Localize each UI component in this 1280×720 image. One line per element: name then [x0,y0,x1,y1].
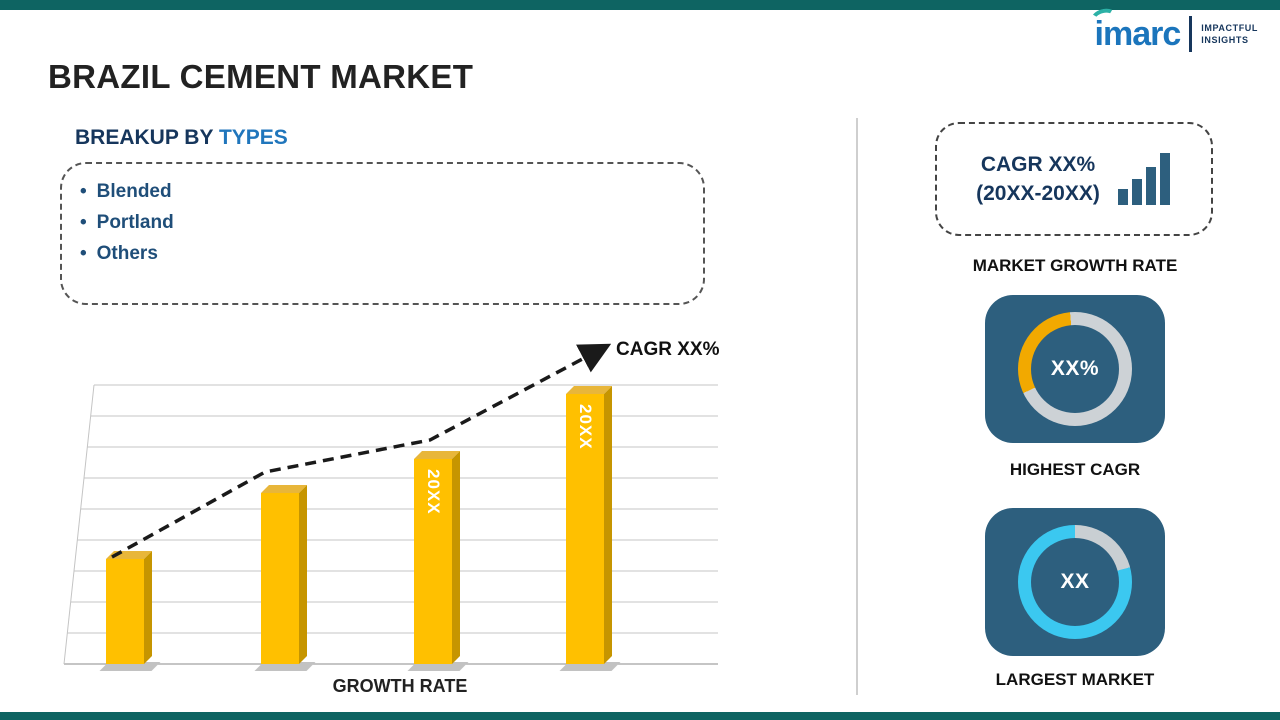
list-item-label: Others [96,243,158,264]
chart-bar [261,493,299,664]
imarc-logo: imarc IMPACTFUL INSIGHTS [1088,6,1258,53]
cagr-box-line2: (20XX-20XX) [976,182,1100,205]
bar-value-label: 20XX [576,404,595,450]
largest-market-label: LARGEST MARKET [995,670,1155,689]
donut-center-text: XX% [1031,325,1119,413]
top-accent-bar [0,0,1280,10]
cagr-box-text: CAGR XX% (20XX-20XX) [976,150,1100,209]
logo-tagline-line2: INSIGHTS [1201,35,1249,45]
vertical-divider [856,118,858,695]
market-growth-rate-label: MARKET GROWTH RATE [972,256,1178,275]
trend-cagr-label: CAGR XX% [616,339,720,360]
breakup-heading-highlight: TYPES [218,126,288,149]
cagr-box-line1: CAGR XX% [980,152,1096,176]
bar-chart-icon [1117,153,1170,205]
bar-value-label: 20XX [424,469,443,515]
chart-x-axis-label: GROWTH RATE [332,676,468,696]
chart-bar [106,559,144,664]
list-item: Others [80,238,703,269]
list-item-label: Blended [96,181,172,202]
largest-market-card: XX [985,508,1165,656]
donut-center-text: XX [1031,538,1119,626]
logo-tagline-line1: IMPACTFUL [1201,22,1258,33]
highest-cagr-card: XX% [985,295,1165,443]
growth-rate-bar-chart: 20XX 20XX CAGR XX% [60,335,740,685]
bottom-accent-bar [0,712,1280,720]
trend-arrow [111,343,612,559]
chart-bar: 20XX [414,459,452,664]
list-item-label: Portland [96,212,174,233]
breakup-heading-prefix: BREAKUP BY [75,126,219,149]
breakup-list: Blended Portland Others [62,176,703,269]
imarc-wordmark: imarc [1088,6,1182,53]
logo-brand-text: imarc [1094,15,1182,53]
list-item: Blended [80,176,703,207]
logo-tagline: IMPACTFUL INSIGHTS [1201,22,1258,46]
highest-cagr-label: HIGHEST CAGR [1009,460,1141,479]
page-title: BRAZIL CEMENT MARKET [48,58,474,95]
highest-cagr-donut: XX% [1018,312,1132,426]
list-item: Portland [80,207,703,238]
chart-bar: 20XX [566,394,604,664]
breakup-heading: BREAKUP BY TYPES [75,126,288,150]
cagr-dashed-box: CAGR XX% (20XX-20XX) [935,122,1213,236]
logo-divider [1189,16,1193,52]
largest-market-donut: XX [1018,525,1132,639]
breakup-box: Blended Portland Others [60,162,705,305]
